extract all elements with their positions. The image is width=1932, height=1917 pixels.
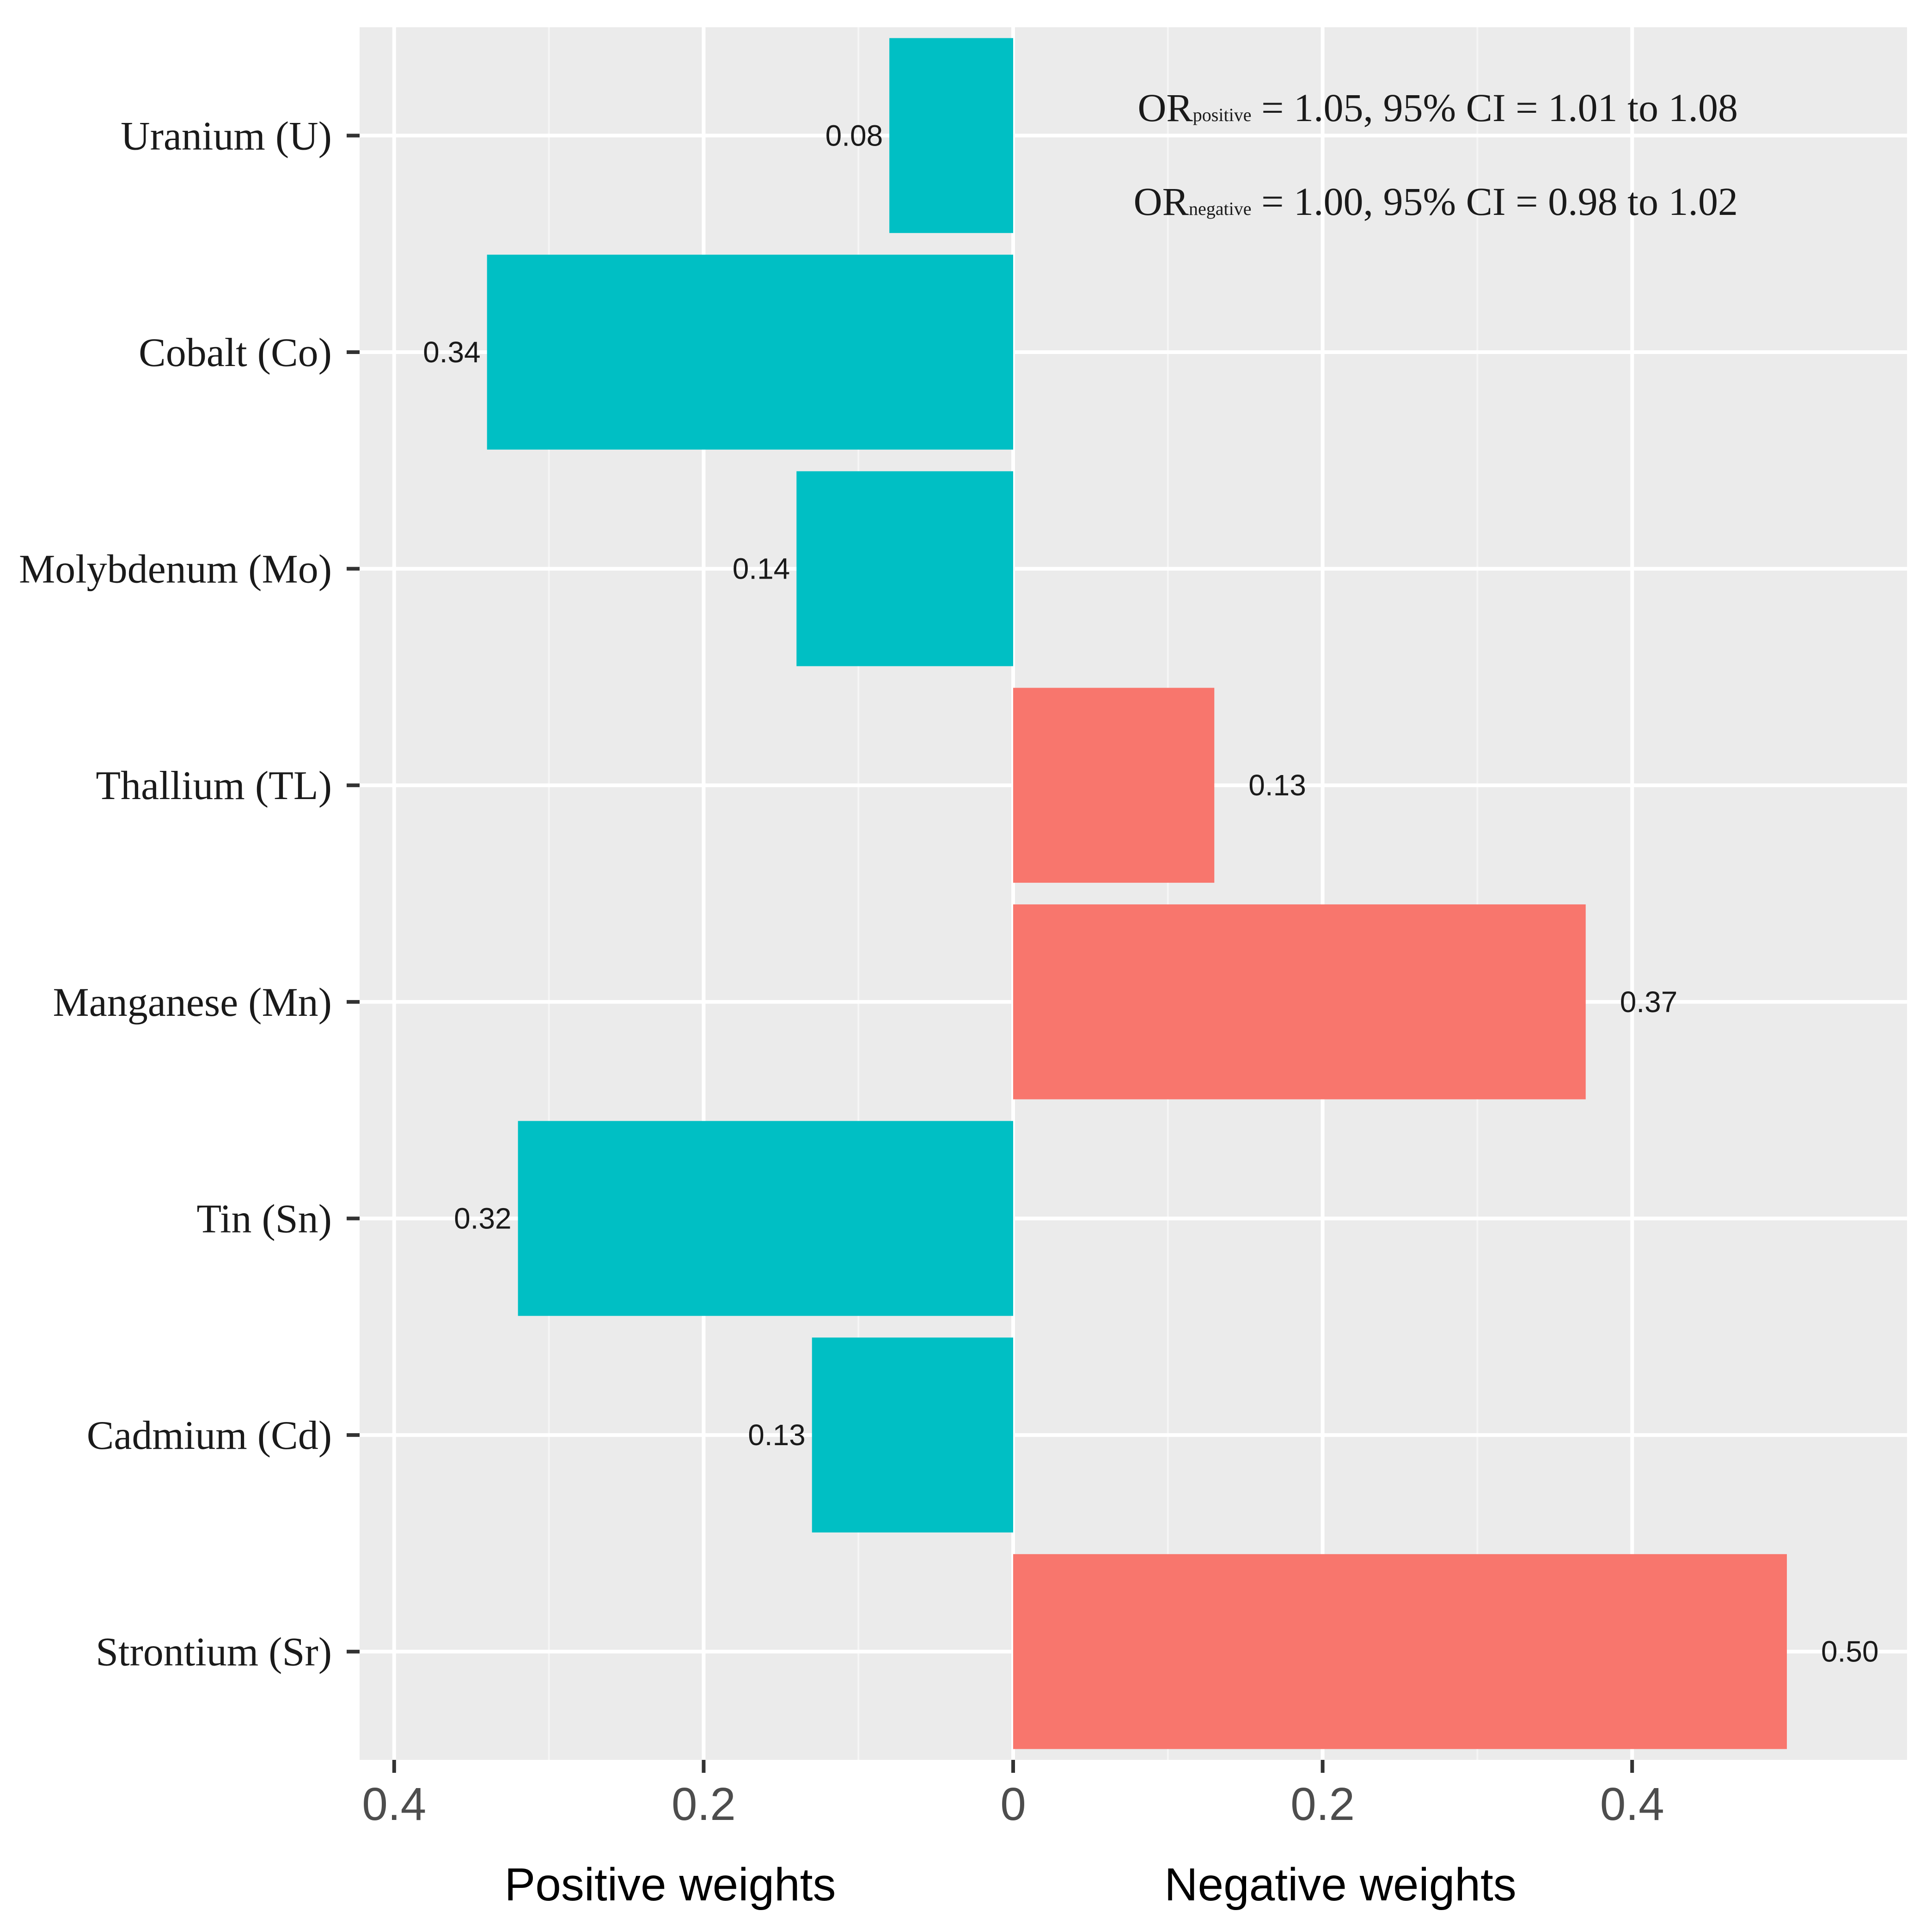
annotation-subscript: positive (1193, 104, 1252, 125)
category-label: Strontium (Sr) (96, 1630, 332, 1675)
annotation-text: = 1.05, 95% CI = 1.01 to 1.08 (1251, 85, 1738, 130)
bar-value-label: 0.13 (748, 1418, 806, 1452)
x-tick-label: 0.2 (1290, 1778, 1355, 1830)
x-tick-label: 0 (1000, 1778, 1026, 1830)
x-tick-label: 0.4 (362, 1778, 426, 1830)
category-label: Uranium (U) (121, 114, 332, 159)
annotation-prefix: OR (1133, 179, 1189, 224)
bar-positive (518, 1121, 1013, 1316)
category-label: Thallium (TL) (96, 763, 332, 808)
x-axis-title-negative: Negative weights (1164, 1859, 1516, 1911)
bar-negative (1013, 1554, 1787, 1749)
bar-value-label: 0.37 (1620, 985, 1678, 1019)
bar-value-label: 0.34 (423, 336, 481, 369)
x-axis-title-positive: Positive weights (505, 1859, 836, 1911)
annotation-text: = 1.00, 95% CI = 0.98 to 1.02 (1251, 179, 1738, 224)
bar-positive (889, 38, 1013, 233)
category-label: Manganese (Mn) (53, 980, 332, 1025)
bar-value-label: 0.13 (1248, 769, 1306, 802)
category-label: Cobalt (Co) (139, 330, 332, 375)
bar-positive (796, 471, 1013, 666)
value-labels: 0.08 0.34 0.14 0.32 0.13 0.13 0.37 0.50 (423, 119, 1878, 1668)
bar-value-label: 0.32 (454, 1202, 512, 1235)
bar-value-label: 0.08 (825, 119, 883, 152)
bar-positive (812, 1337, 1013, 1532)
bar-negative (1013, 904, 1586, 1099)
bar-positive (487, 255, 1013, 450)
bar-value-label: 0.14 (733, 552, 790, 586)
bar-negative (1013, 688, 1215, 883)
category-label: Cadmium (Cd) (87, 1413, 332, 1458)
bar-value-label: 0.50 (1821, 1635, 1879, 1668)
x-tick-label: 0.2 (672, 1778, 736, 1830)
annotation-subscript: negative (1189, 198, 1252, 219)
annotation-prefix: OR (1137, 85, 1193, 130)
y-axis: Uranium (U) Cobalt (Co) Molybdenum (Mo) Tha… (19, 114, 360, 1675)
category-label: Molybdenum (Mo) (19, 547, 332, 592)
odds-ratio-annotation: ORnegative = 1.00, 95% CI = 0.98 to 1.02 (1133, 179, 1738, 224)
x-tick-label: 0.4 (1600, 1778, 1664, 1830)
odds-ratio-annotation: ORpositive = 1.05, 95% CI = 1.01 to 1.08 (1137, 85, 1738, 130)
x-axis: 0.4 0.2 0 0.2 0.4 (362, 1760, 1664, 1830)
category-label: Tin (Sn) (196, 1197, 332, 1241)
bars (487, 38, 1787, 1749)
odds-ratio-annotations: ORpositive = 1.05, 95% CI = 1.01 to 1.08… (1133, 85, 1738, 224)
